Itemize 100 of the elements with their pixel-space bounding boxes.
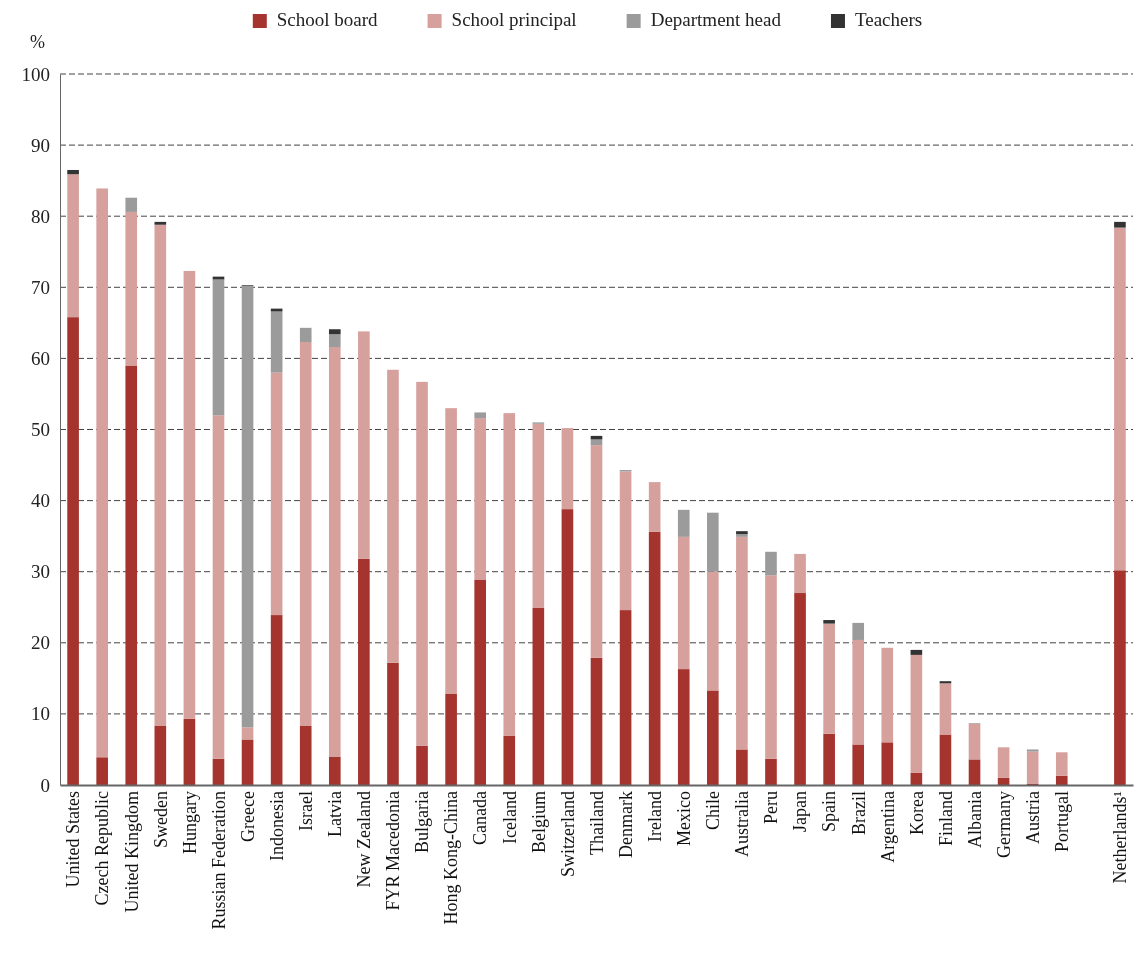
y-tick-label: 70	[31, 276, 50, 298]
bar	[1114, 570, 1126, 785]
bar	[328, 756, 341, 785]
bar	[503, 735, 516, 785]
x-tick-label: Germany	[993, 791, 1014, 858]
bar	[125, 197, 138, 212]
bar	[474, 418, 486, 580]
bar	[590, 657, 603, 785]
bar	[823, 620, 835, 624]
y-tick-label: 30	[31, 561, 50, 583]
bar	[270, 372, 283, 616]
bar	[299, 725, 312, 785]
legend-label: School principal	[451, 9, 577, 30]
bar	[125, 365, 138, 785]
bar	[154, 725, 167, 785]
bar	[968, 723, 981, 760]
bar	[358, 331, 370, 559]
bar	[474, 579, 486, 785]
bar	[765, 758, 777, 785]
bar	[997, 747, 1010, 778]
bar	[96, 188, 108, 758]
bar	[241, 727, 254, 740]
x-tick-label: Denmark	[615, 791, 636, 858]
bar	[677, 509, 690, 537]
bar	[328, 347, 341, 757]
bar	[677, 536, 690, 670]
bar	[183, 718, 196, 785]
bar	[125, 211, 138, 366]
bar	[387, 662, 399, 785]
x-tick-label: Latvia	[325, 791, 346, 837]
bar	[299, 327, 312, 343]
bar	[96, 757, 108, 785]
x-tick-label: Mexico	[674, 791, 695, 846]
x-tick-label: Thailand	[586, 791, 607, 855]
x-tick-label: United States	[63, 791, 84, 888]
y-tick-label: 100	[21, 63, 50, 85]
x-tick-label: Switzerland	[557, 791, 578, 877]
bar	[823, 733, 835, 785]
y-tick-label: 20	[31, 632, 50, 654]
bar	[67, 174, 79, 318]
x-tick-label: Austria	[1022, 791, 1043, 844]
bar	[852, 639, 865, 745]
bar	[270, 311, 283, 373]
x-tick-label: Hong Kong-China	[441, 791, 462, 925]
bar	[474, 412, 486, 419]
bar	[910, 654, 923, 773]
bar	[707, 690, 719, 785]
bar	[328, 329, 341, 335]
bar	[765, 551, 777, 576]
bar	[212, 758, 225, 785]
bar	[328, 334, 341, 348]
y-axis-title: %	[30, 32, 45, 52]
y-tick-label: 90	[31, 134, 50, 156]
x-tick-label: Albania	[964, 790, 985, 848]
bar	[241, 739, 254, 785]
bar	[736, 536, 748, 750]
bar	[852, 744, 865, 785]
x-tick-label: Greece	[237, 790, 258, 842]
x-tick-label: Japan	[790, 791, 811, 832]
bar	[67, 317, 79, 785]
bar	[707, 571, 719, 691]
y-tick-label: 50	[31, 419, 50, 441]
y-tick-label: 80	[31, 205, 50, 227]
bar	[939, 683, 952, 735]
bar	[212, 415, 225, 759]
bar	[445, 693, 457, 785]
x-tick-label: Russian Federation	[208, 791, 229, 930]
x-tick-label: Chile	[703, 790, 724, 830]
bar	[503, 413, 516, 736]
bar	[794, 593, 806, 785]
bar	[590, 445, 603, 658]
bar	[619, 471, 632, 611]
bar	[416, 381, 428, 746]
bar	[1114, 221, 1126, 228]
bar	[648, 482, 661, 532]
legend-label: Department head	[650, 9, 782, 30]
bar	[1114, 227, 1126, 571]
bar	[183, 270, 196, 719]
x-tick-label: Korea	[906, 791, 927, 835]
x-tick-label: Peru	[761, 791, 782, 824]
y-tick-label: 0	[40, 774, 50, 796]
x-tick-label: Bulgaria	[412, 790, 433, 853]
bar	[939, 734, 952, 785]
x-tick-label: FYR Macedonia	[383, 791, 404, 911]
x-tick-label: Ireland	[644, 791, 665, 842]
x-tick-label: Czech Republic	[92, 791, 113, 906]
bar	[997, 777, 1010, 785]
bar	[561, 509, 574, 785]
x-tick-label: Sweden	[150, 791, 171, 848]
bar	[852, 622, 865, 640]
bar	[1026, 749, 1039, 752]
legend-label: School board	[276, 9, 379, 30]
bar	[1055, 752, 1068, 776]
x-tick-label: United Kingdom	[121, 791, 142, 913]
x-tick-label: Netherlands¹	[1110, 791, 1131, 884]
y-tick-label: 10	[31, 703, 50, 725]
bar	[532, 423, 545, 608]
bar	[299, 342, 312, 726]
legend-label: Teachers	[854, 9, 923, 30]
x-tick-label: Iceland	[499, 791, 520, 844]
